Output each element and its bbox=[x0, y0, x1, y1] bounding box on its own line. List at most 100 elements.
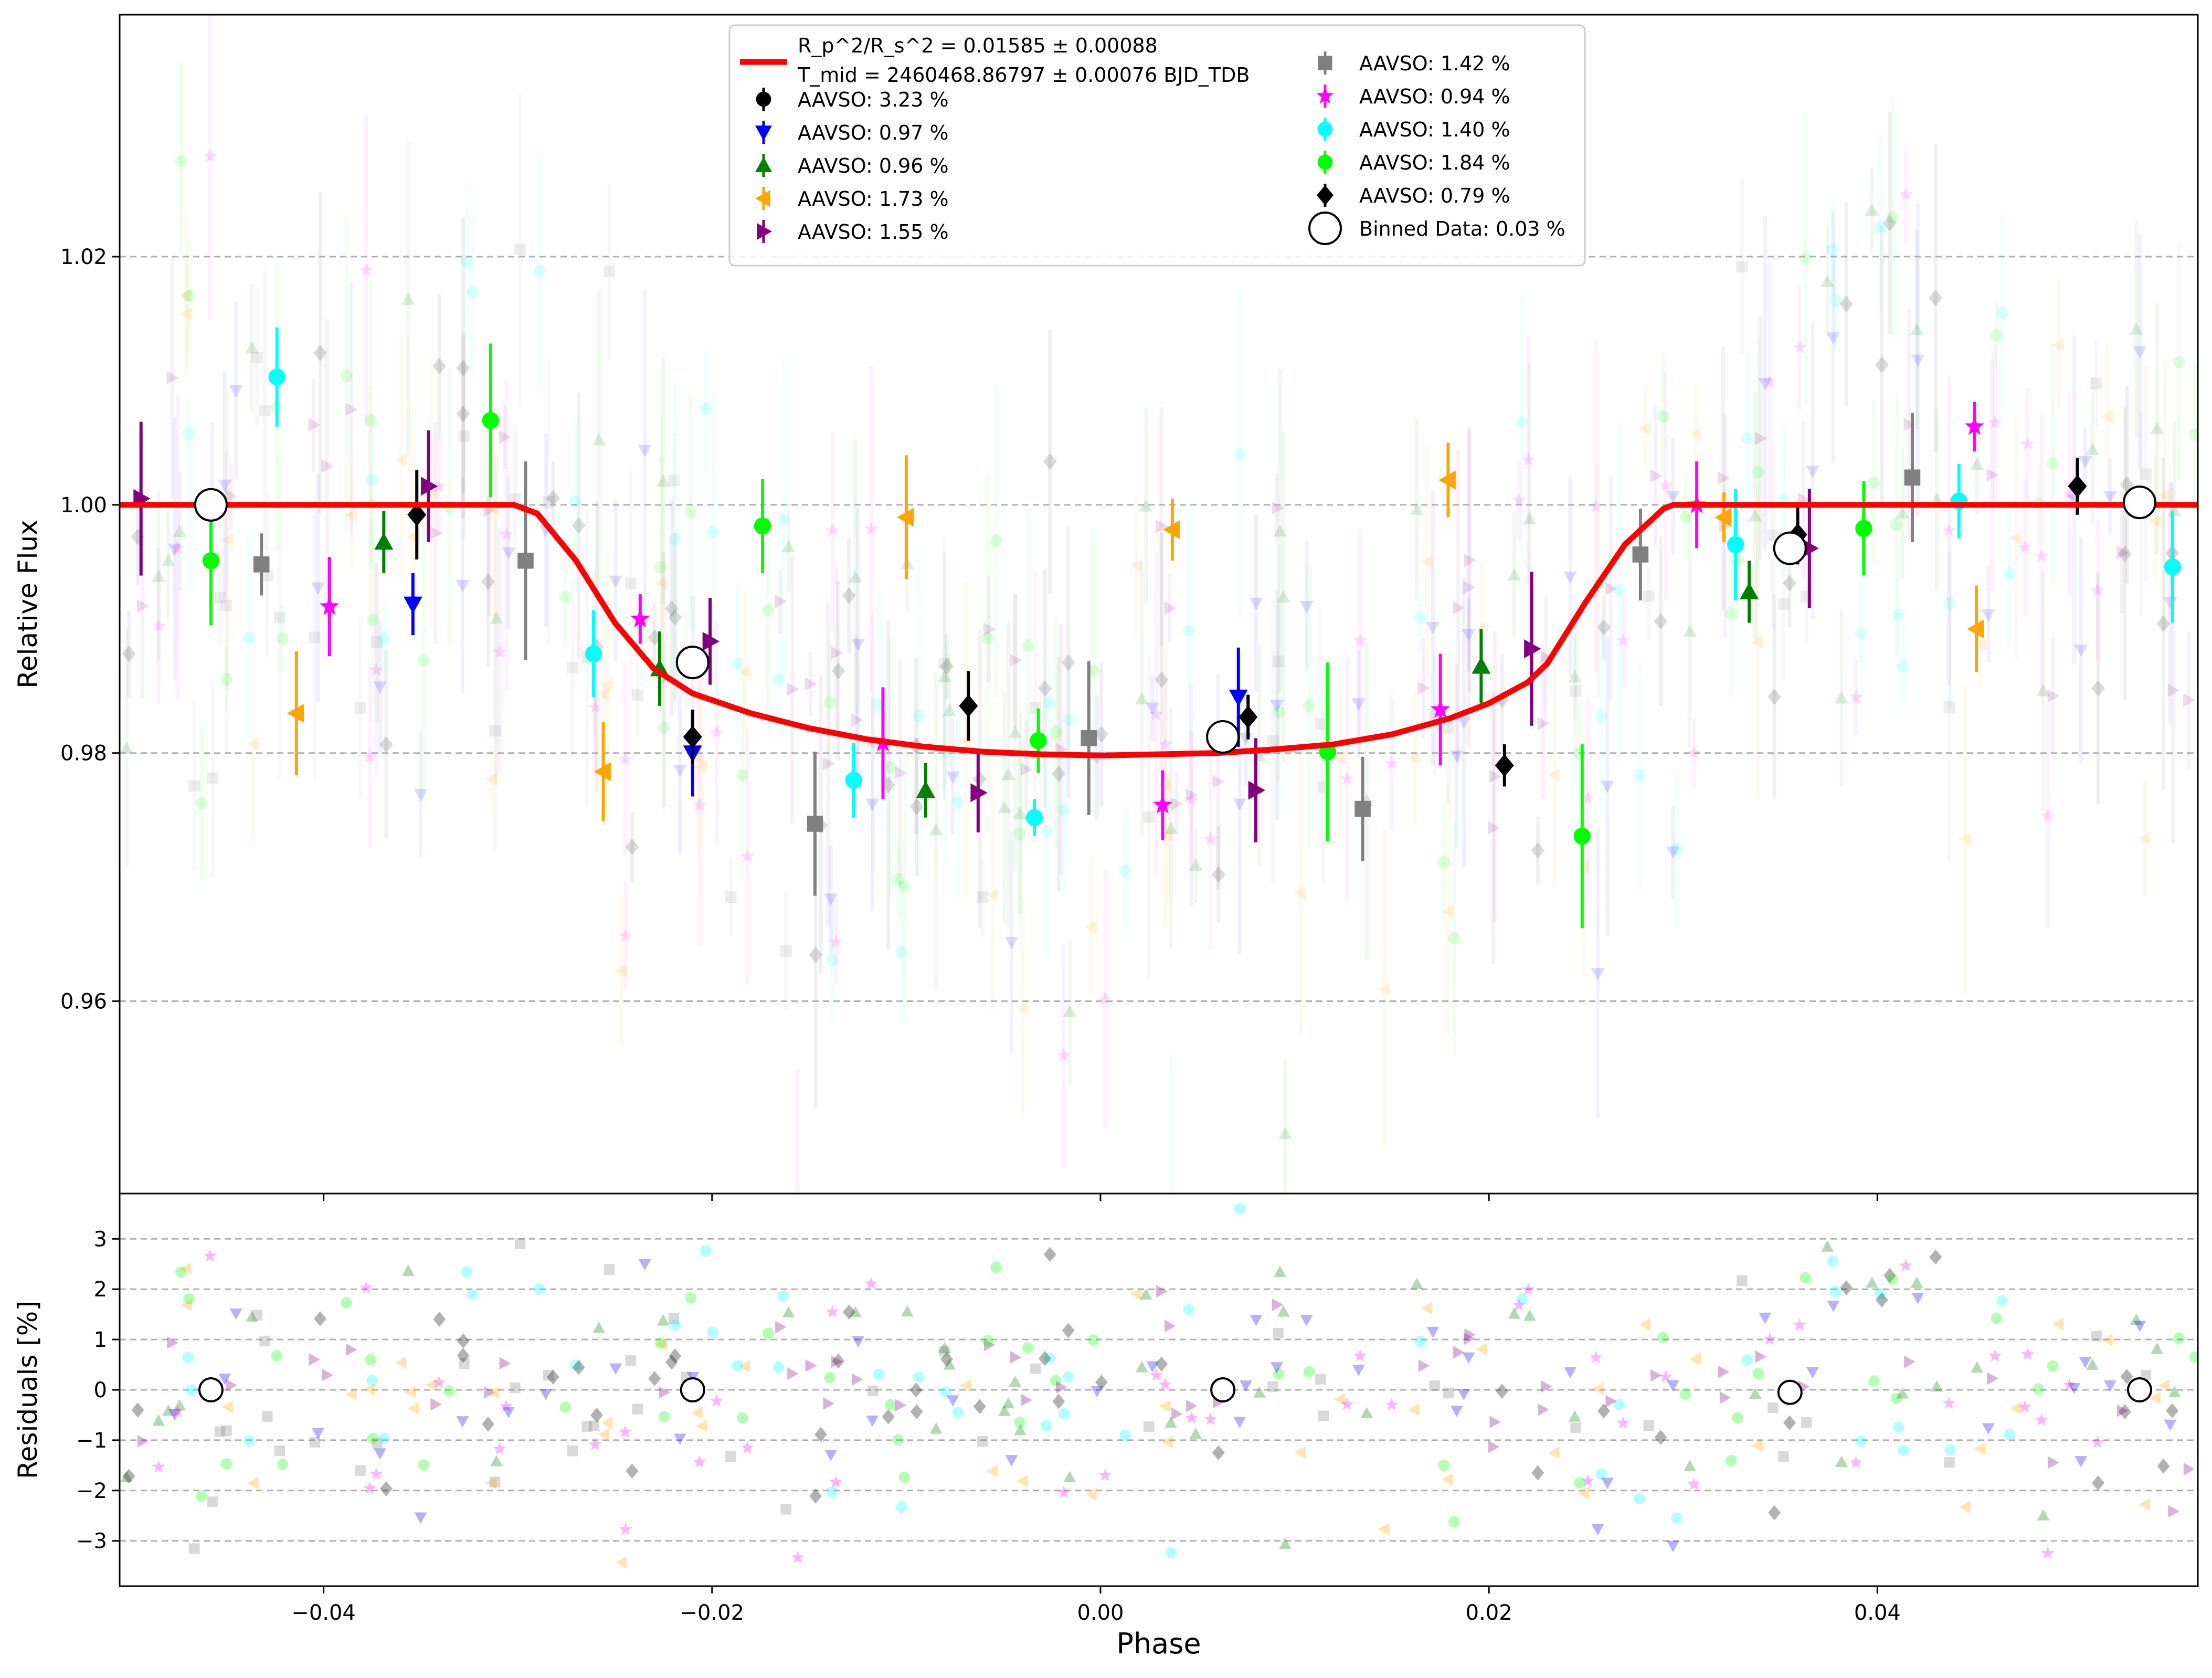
faint-point bbox=[1020, 762, 1033, 776]
residual-point bbox=[363, 1481, 377, 1494]
faint-point bbox=[1052, 765, 1066, 783]
faint-point bbox=[1799, 252, 1812, 265]
faint-point bbox=[1294, 886, 1306, 900]
residual-point bbox=[814, 1427, 827, 1442]
residual-point bbox=[309, 1353, 320, 1366]
faint-point bbox=[2183, 693, 2196, 707]
data-point bbox=[1354, 800, 1371, 817]
faint-point bbox=[736, 768, 749, 782]
legend-label: AAVSO: 1.55 % bbox=[798, 220, 949, 244]
residual-point bbox=[569, 1359, 581, 1371]
faint-point bbox=[1234, 448, 1246, 461]
faint-point bbox=[898, 880, 911, 893]
faint-point bbox=[1537, 716, 1550, 731]
residual-point bbox=[829, 1475, 843, 1488]
faint-point bbox=[183, 289, 195, 302]
faint-point bbox=[1008, 725, 1022, 738]
residual-point bbox=[2133, 1321, 2146, 1333]
residual-point bbox=[131, 1402, 144, 1418]
faint-point bbox=[1689, 427, 1702, 441]
legend-label: AAVSO: 0.79 % bbox=[1359, 184, 1510, 207]
residual-point bbox=[1687, 1477, 1701, 1490]
faint-point bbox=[895, 946, 908, 958]
faint-point bbox=[1748, 509, 1762, 522]
faint-point bbox=[2078, 456, 2092, 469]
residual-point bbox=[959, 1379, 971, 1392]
residual-point bbox=[669, 1348, 682, 1364]
faint-point bbox=[937, 669, 951, 682]
residual-point bbox=[824, 1450, 838, 1462]
residual-point bbox=[2047, 1360, 2059, 1372]
residual-point bbox=[826, 1486, 838, 1498]
residual-point bbox=[772, 1361, 785, 1373]
residual-point bbox=[313, 1311, 326, 1327]
residual-point bbox=[1974, 1442, 1986, 1455]
residual-point bbox=[1135, 1361, 1148, 1373]
faint-point bbox=[1043, 696, 1056, 709]
faint-point bbox=[1013, 806, 1027, 819]
faint-point bbox=[499, 430, 512, 444]
faint-point bbox=[188, 780, 200, 792]
data-point bbox=[1430, 699, 1451, 718]
residual-point bbox=[271, 1349, 283, 1362]
residual-point bbox=[1095, 1375, 1108, 1390]
residual-point bbox=[990, 1261, 1002, 1273]
legend-marker bbox=[1317, 154, 1333, 170]
residual-point bbox=[546, 1369, 559, 1385]
faint-point bbox=[1119, 864, 1131, 877]
faint-point bbox=[1507, 568, 1521, 581]
faint-point bbox=[1616, 633, 1631, 647]
faint-point bbox=[1463, 581, 1476, 595]
faint-point bbox=[1135, 692, 1149, 705]
residual-point bbox=[2130, 1313, 2143, 1325]
residual-point bbox=[1778, 1451, 1789, 1462]
residual-point bbox=[1418, 1359, 1430, 1372]
x-tick-label: 0.02 bbox=[1466, 1601, 1512, 1625]
faint-point bbox=[709, 725, 724, 739]
residual-point bbox=[1755, 1350, 1767, 1363]
residual-binned-layer bbox=[198, 1377, 2152, 1405]
faint-point bbox=[1417, 681, 1431, 695]
faint-point bbox=[1155, 671, 1169, 688]
faint-point bbox=[1094, 726, 1108, 743]
residual-point bbox=[2183, 1462, 2195, 1475]
residual-point bbox=[685, 1292, 696, 1304]
residual-point bbox=[609, 1363, 622, 1375]
residual-point bbox=[1768, 1402, 1779, 1413]
residual-point bbox=[659, 1386, 670, 1399]
legend-label: AAVSO: 1.40 % bbox=[1359, 118, 1510, 141]
faint-point bbox=[939, 658, 954, 675]
legend-marker bbox=[755, 190, 770, 207]
data-point bbox=[630, 608, 650, 628]
faint-point bbox=[1897, 660, 1910, 672]
faint-point bbox=[1475, 621, 1488, 636]
residual-point bbox=[895, 1399, 907, 1412]
faint-point bbox=[1731, 553, 1744, 566]
residual-point bbox=[534, 1283, 545, 1295]
faint-point bbox=[1340, 771, 1354, 785]
faint-point bbox=[654, 561, 667, 574]
faint-point bbox=[1522, 512, 1537, 525]
residual-point bbox=[2149, 1391, 2161, 1405]
faint-point bbox=[499, 527, 514, 541]
data-point bbox=[585, 645, 602, 662]
residual-point bbox=[1821, 1240, 1834, 1252]
faint-point bbox=[1448, 932, 1460, 945]
faint-point bbox=[805, 677, 818, 691]
faint-point bbox=[1777, 598, 1790, 610]
residual-point bbox=[1595, 1468, 1607, 1480]
residual-point bbox=[500, 1399, 513, 1412]
faint-point bbox=[943, 703, 957, 716]
residual-point bbox=[2079, 1357, 2092, 1368]
residual-point bbox=[152, 1414, 165, 1426]
residual-point bbox=[1360, 1407, 1373, 1419]
faint-point bbox=[2118, 545, 2132, 562]
faint-point bbox=[1353, 633, 1368, 647]
residual-point bbox=[892, 1434, 904, 1445]
faint-point bbox=[1158, 737, 1172, 751]
residual-point bbox=[1250, 1314, 1263, 1326]
residual-point bbox=[1464, 1328, 1476, 1341]
residual-point bbox=[359, 1281, 373, 1294]
faint-point bbox=[151, 619, 166, 632]
residual-point bbox=[1010, 1350, 1022, 1364]
